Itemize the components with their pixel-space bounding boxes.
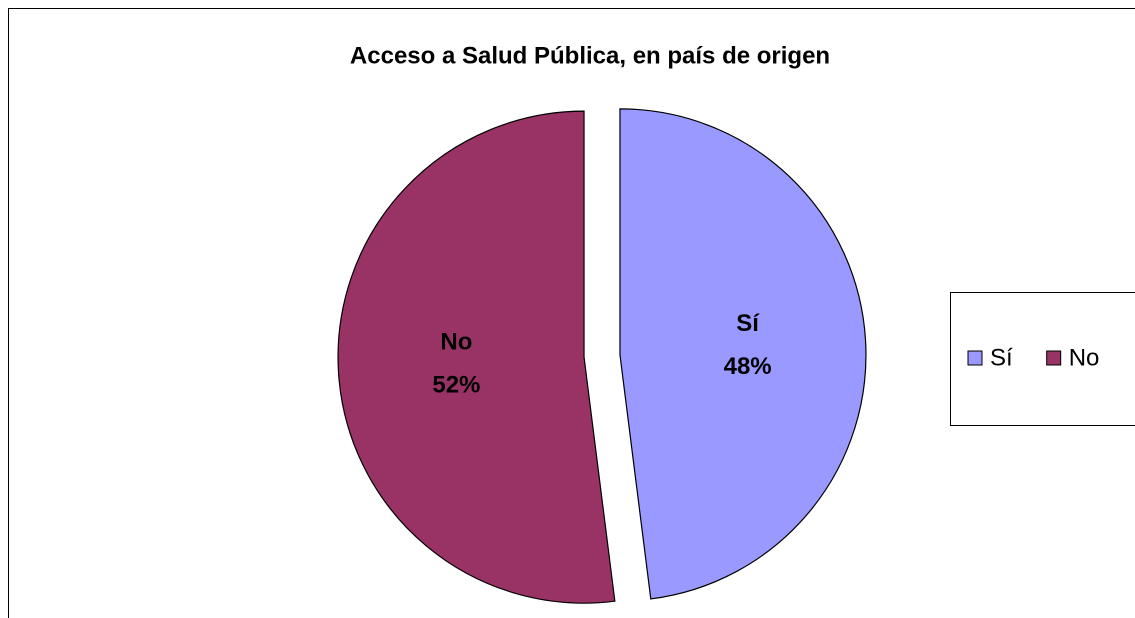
slice-value-label: 48% bbox=[724, 353, 772, 380]
legend-label: No bbox=[1069, 344, 1100, 371]
slice-category-label: Sí bbox=[736, 310, 760, 337]
slice-value-label: 52% bbox=[432, 372, 480, 399]
chart-title: Acceso a Salud Pública, en país de orige… bbox=[350, 42, 830, 69]
pie-slice bbox=[619, 108, 867, 600]
legend-swatch bbox=[1046, 350, 1062, 366]
pie-slice bbox=[337, 110, 616, 604]
slice-category-label: No bbox=[440, 329, 472, 356]
legend-label: Sí bbox=[990, 344, 1013, 371]
legend-swatch bbox=[967, 350, 983, 366]
